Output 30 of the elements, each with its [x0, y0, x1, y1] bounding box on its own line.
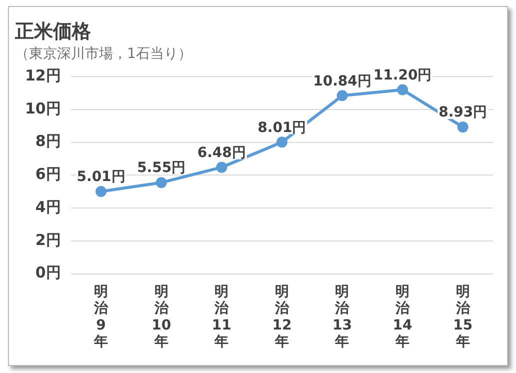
chart-title: 正米価格 [14, 20, 92, 42]
point [96, 186, 107, 197]
y-tick-label: 0円 [35, 264, 61, 282]
y-tick-label: 12円 [25, 66, 61, 84]
data-label: 8.93円 [438, 104, 488, 121]
data-label: 6.48円 [197, 144, 246, 161]
x-tick-label: 明治15年 [453, 284, 473, 350]
y-tick-label: 10円 [25, 99, 61, 118]
data-label: 5.01円 [76, 169, 126, 186]
chart-subtitle: （東京深川市場，1石当り） [15, 46, 192, 62]
point [156, 177, 167, 188]
x-tick-label: 明治10年 [152, 284, 172, 350]
y-tick-label: 6円 [35, 165, 61, 184]
point [276, 136, 288, 148]
data-label: 8.01円 [258, 120, 306, 136]
y-tick-label: 8円 [35, 132, 61, 150]
point [216, 162, 228, 173]
x-tick-label: 明治9年 [93, 284, 110, 350]
y-tick-label: 4円 [35, 198, 61, 216]
point [336, 90, 348, 102]
data-label: 5.55円 [137, 160, 186, 176]
data-label: 11.20円 [373, 67, 432, 84]
x-tick-label: 明治11年 [212, 284, 232, 350]
y-tick-label: 2円 [35, 230, 61, 249]
x-tick-label: 明治14年 [392, 284, 413, 350]
x-tick-label: 明治13年 [332, 284, 352, 350]
x-tick-label: 明治12年 [272, 284, 292, 350]
point [457, 122, 468, 133]
point [397, 84, 408, 96]
data-label: 10.84円 [313, 73, 372, 90]
